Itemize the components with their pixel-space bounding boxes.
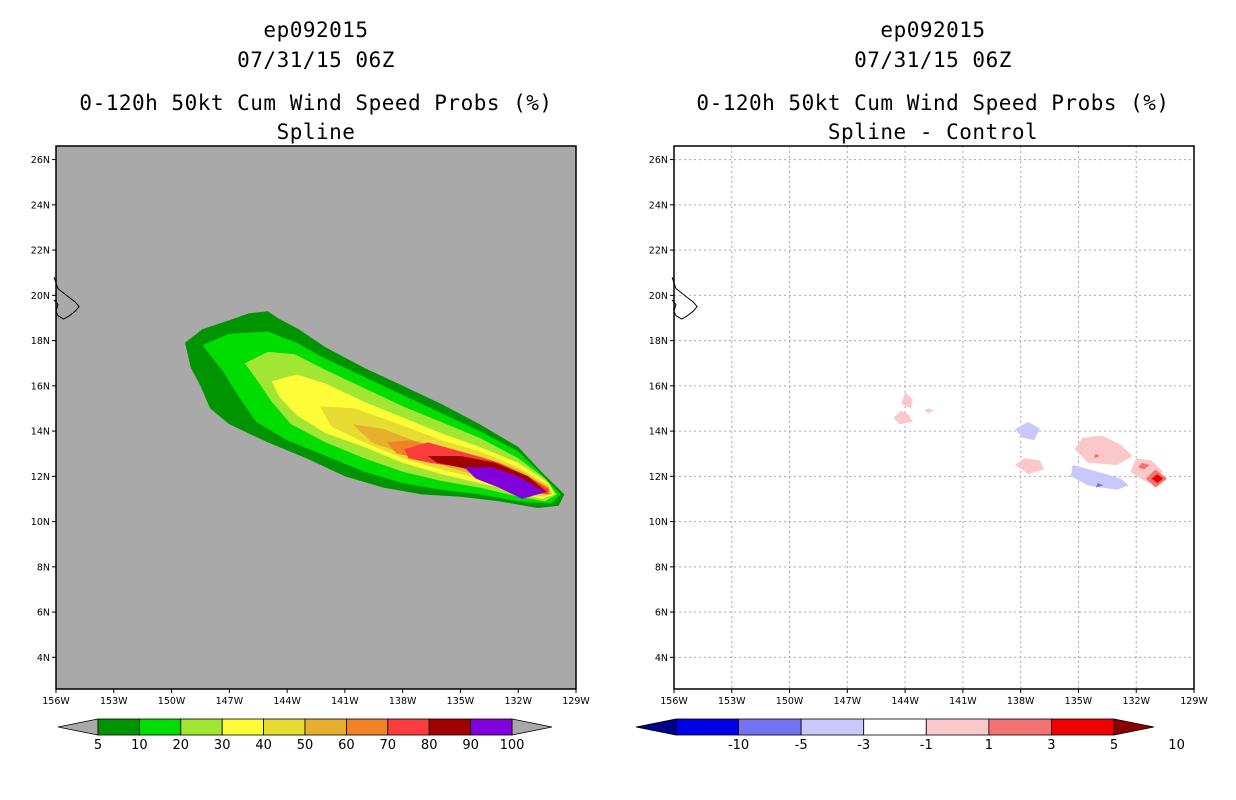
right-ytick-label-11: 4N [655,653,668,664]
left-colorbar-swatch-2 [181,719,222,735]
right-xtick-label-7: 135W [1065,696,1093,707]
left-ytick-label-0: 26N [31,155,50,166]
right-xtick-label-9: 129W [1180,696,1208,707]
right-ytick-label-0: 26N [649,155,668,166]
right-xtick-label-4: 144W [891,696,919,707]
left-xtick-label-0: 156W [42,696,70,707]
left-colorbar-label-7: 70 [380,738,397,753]
left-colorbar-label-2: 20 [173,738,190,753]
left-ytick-label-6: 14N [31,427,50,438]
right-ytick-label-2: 22N [649,246,668,257]
left-ytick-label-7: 12N [31,472,50,483]
left-colorbar-label-10: 100 [500,738,525,753]
right-colorbar-label-1: -5 [795,738,808,753]
right-colorbar-swatch-0 [676,719,739,735]
left-colorbar-swatch-3 [222,719,263,735]
right-xtick-label-8: 132W [1122,696,1150,707]
left-colorbar-label-9: 90 [462,738,479,753]
right-colorbar-arrow-right [1114,719,1154,735]
left-ytick-label-9: 8N [37,562,50,573]
left-colorbar-swatch-8 [429,719,470,735]
right-xtick-label-1: 153W [718,696,746,707]
left-colorbar-swatch-0 [98,719,139,735]
right-colorbar-arrow-left [636,719,676,735]
right-colorbar-swatch-6 [1051,719,1114,735]
right-ytick-label-4: 18N [649,336,668,347]
right-colorbar-swatch-2 [801,719,864,735]
right-colorbar-swatch-4 [926,719,989,735]
left-colorbar-arrow-left [58,719,98,735]
right-ytick-label-1: 24N [649,200,668,211]
right-xtick-label-5: 141W [949,696,977,707]
right-ytick-label-7: 12N [649,472,668,483]
left-colorbar-label-0: 5 [94,738,102,753]
left-xtick-label-4: 144W [273,696,301,707]
right-colorbar-label-2: -3 [857,738,870,753]
right-xtick-label-6: 138W [1007,696,1035,707]
right-ytick-label-9: 8N [655,562,668,573]
left-ytick-label-10: 6N [37,608,50,619]
left-ytick-label-3: 20N [31,291,50,302]
left-colorbar-label-6: 60 [338,738,355,753]
right-colorbar-label-0: -10 [728,738,749,753]
left-colorbar-label-4: 40 [255,738,272,753]
left-ytick-label-11: 4N [37,653,50,664]
left-colorbar-label-8: 80 [421,738,438,753]
left-ytick-label-8: 10N [31,517,50,528]
left-xtick-label-1: 153W [100,696,128,707]
left-colorbar-swatch-6 [346,719,387,735]
left-xtick-label-6: 138W [389,696,417,707]
right-ytick-label-10: 6N [655,608,668,619]
right-colorbar-swatch-5 [989,719,1052,735]
right-xtick-label-3: 147W [834,696,862,707]
left-colorbar-swatch-1 [139,719,180,735]
left-colorbar-swatch-5 [305,719,346,735]
left-panel-svg: 26N 24N 22N 20N 18N 16N 14N 12N 10N 8N 6N 4N 156W 153… [0,0,618,800]
left-ytick-label-2: 22N [31,246,50,257]
right-colorbar-label-7: 10 [1168,738,1185,753]
right-colorbar-label-3: -1 [920,738,933,753]
right-xtick-label-2: 150W [776,696,804,707]
right-xtick-label-0: 156W [660,696,688,707]
left-colorbar-swatch-7 [388,719,429,735]
left-colorbar-swatch-9 [471,719,512,735]
left-colorbar-arrow-right [512,719,552,735]
right-plot-background [674,146,1194,689]
left-colorbar-label-3: 30 [214,738,231,753]
left-colorbar-swatch-4 [264,719,305,735]
left-xtick-label-9: 129W [562,696,590,707]
left-xtick-label-7: 135W [447,696,475,707]
left-ytick-label-1: 24N [31,200,50,211]
right-ytick-label-5: 16N [649,381,668,392]
right-colorbar-label-4: 1 [985,738,993,753]
right-colorbar-label-6: 5 [1110,738,1118,753]
left-colorbar-label-1: 10 [131,738,148,753]
right-colorbar-swatch-1 [739,719,802,735]
right-ytick-label-8: 10N [649,517,668,528]
left-xtick-label-8: 132W [504,696,532,707]
left-colorbar-label-5: 50 [297,738,314,753]
right-colorbar-swatch-3 [864,719,927,735]
left-xtick-label-3: 147W [216,696,244,707]
left-xtick-label-2: 150W [158,696,186,707]
right-ytick-label-6: 14N [649,427,668,438]
left-ytick-label-5: 16N [31,381,50,392]
left-xtick-label-5: 141W [331,696,359,707]
left-ytick-label-4: 18N [31,336,50,347]
right-ytick-label-3: 20N [649,291,668,302]
right-colorbar-label-5: 3 [1047,738,1055,753]
